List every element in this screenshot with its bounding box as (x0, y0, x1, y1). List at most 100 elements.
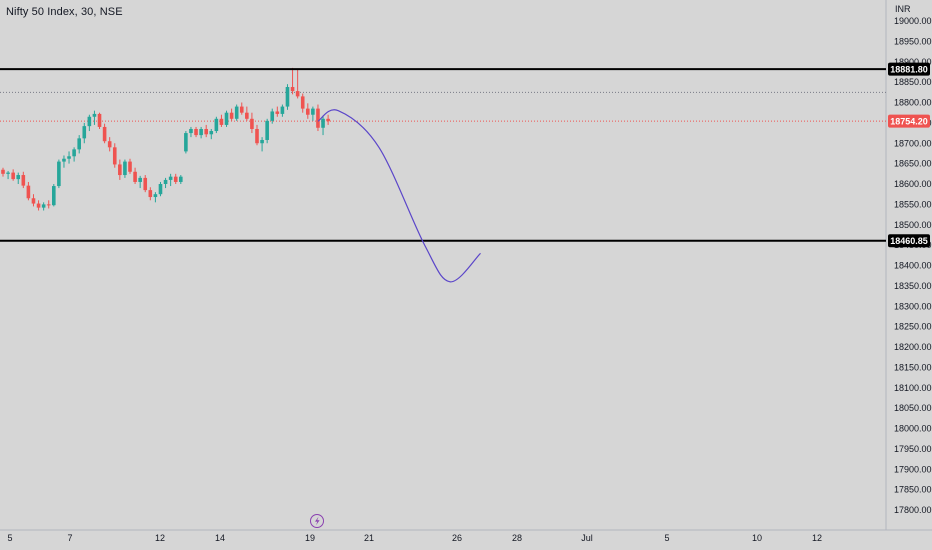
projection-curve (317, 109, 481, 283)
price-tick-label: 18000.00 (894, 424, 932, 434)
candle-body (194, 128, 198, 136)
price-tick-label: 18700.00 (894, 138, 932, 148)
candle-body (209, 131, 214, 135)
price-tick-label: 17850.00 (894, 485, 932, 495)
time-tick-label: 19 (305, 533, 315, 543)
price-tick-label: 17900.00 (894, 464, 932, 474)
candle-body (163, 179, 168, 184)
candle-body (260, 139, 264, 144)
price-tick-label: 18250.00 (894, 322, 932, 332)
time-tick-label: 12 (155, 533, 165, 543)
price-tick-label: 18200.00 (894, 342, 932, 352)
candle-body (224, 112, 229, 125)
candle-body (148, 190, 153, 198)
candle-body (168, 176, 173, 180)
candle-body (316, 108, 320, 128)
price-tick-label: 18950.00 (894, 36, 932, 46)
level-price-tag-label: 18881.80 (890, 64, 928, 74)
candle-body (6, 172, 10, 174)
price-tick-label: 18050.00 (894, 403, 932, 413)
time-tick-label: 26 (452, 533, 462, 543)
candle-body (21, 175, 26, 186)
candle-body (214, 118, 219, 132)
price-tick-label: 18100.00 (894, 383, 932, 393)
candle-body (204, 128, 208, 135)
level-price-tag: 18460.85 (888, 234, 930, 248)
candle-body (219, 118, 224, 125)
candle-body (234, 106, 239, 119)
current-price-tag: 18754.20 (888, 114, 930, 128)
candle-body (290, 87, 295, 92)
price-tick-label: 17800.00 (894, 505, 932, 515)
candle-body (255, 128, 259, 144)
current-price-tag-label: 18754.20 (890, 116, 928, 126)
price-tick-label: 18800.00 (894, 98, 932, 108)
candle-body (295, 91, 300, 97)
time-tick-label: 21 (364, 533, 374, 543)
level-price-tag-bg (888, 234, 930, 248)
candle-body (31, 198, 36, 204)
level-price-tag-label: 18460.85 (890, 236, 928, 246)
candle-body (107, 141, 112, 148)
price-tick-label: 18550.00 (894, 199, 932, 209)
candle-body (250, 118, 254, 129)
candle-body (128, 161, 132, 172)
price-tick-label: 18400.00 (894, 261, 932, 271)
time-tick-label: 7 (67, 533, 72, 543)
candle-body (41, 204, 46, 208)
candle-body (133, 171, 137, 182)
dotted-price-lines (0, 91, 886, 122)
candle-body (321, 118, 325, 128)
candle-body (158, 184, 163, 195)
candle-body (46, 204, 51, 206)
price-tags: 18881.80 18460.85 18754.20 (888, 62, 930, 248)
candle-body (239, 106, 244, 113)
current-price-tag-bg (888, 114, 930, 128)
candle-body (179, 176, 183, 182)
candle-body (306, 108, 310, 115)
candle-body (326, 118, 330, 122)
candle-body (118, 164, 122, 176)
price-tick-label: 18650.00 (894, 159, 932, 169)
candle-body (77, 138, 81, 150)
candle-body (97, 113, 102, 127)
candle-body (245, 112, 249, 119)
price-tick-label: 18300.00 (894, 301, 932, 311)
price-tick-label: 18900.00 (894, 57, 932, 67)
candle-body (138, 177, 142, 182)
candle-body (265, 120, 269, 140)
candle-body (189, 128, 193, 134)
horizontal-levels[interactable] (0, 68, 886, 242)
price-axis[interactable]: 19000.00 18950.00 18900.00 18850.00 18800.00… (885, 0, 932, 530)
candle-body (67, 156, 71, 159)
candle-body (11, 172, 15, 180)
projection-path[interactable] (317, 109, 481, 283)
price-tick-label: 18850.00 (894, 77, 932, 87)
candle-body (285, 87, 290, 107)
candle-body (229, 112, 234, 119)
price-tick-label: 19000.00 (894, 16, 932, 26)
candle-body (102, 126, 107, 142)
time-tick-label: 5 (7, 533, 12, 543)
candle-body (184, 133, 188, 152)
candle-body (87, 116, 92, 127)
time-axis[interactable]: 5 7 12 14 19 21 26 28 Jul 5 10 12 (0, 529, 932, 543)
candle-body (199, 128, 203, 136)
time-tick-label: 10 (752, 533, 762, 543)
candle-body (72, 149, 76, 157)
candle-body (123, 161, 127, 176)
candle-body (62, 158, 66, 162)
candle-body (270, 111, 275, 121)
candle-body (300, 96, 305, 109)
level-price-tag: 18881.80 (888, 62, 930, 76)
price-tick-label: 18150.00 (894, 362, 932, 372)
currency-label: INR (895, 4, 911, 14)
time-tick-label: 5 (664, 533, 669, 543)
time-tick-label: 12 (812, 533, 822, 543)
candle-body (173, 176, 178, 182)
lightning-icon[interactable] (310, 514, 324, 528)
level-price-tag-bg (888, 62, 930, 76)
candle-body (275, 111, 280, 114)
